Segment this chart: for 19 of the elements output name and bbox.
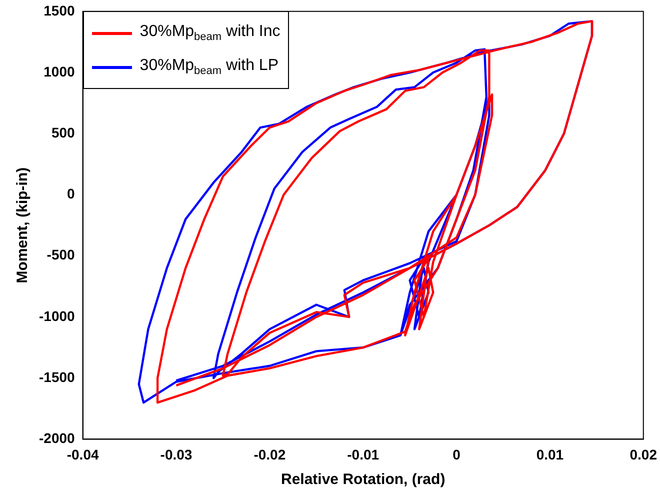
x-tick-label: 0 [452, 446, 461, 462]
y-tick-label: -1500 [38, 368, 76, 385]
y-axis-title: Moment, (kip-in) [14, 167, 32, 284]
x-tick-label: -0.01 [347, 446, 380, 462]
x-tick-label: 0.01 [536, 446, 564, 462]
x-tick-label: 0.02 [630, 446, 658, 462]
y-tick-label: 0 [67, 186, 76, 202]
legend-label: 30%Mp$_{beam}$ with LP [140, 57, 278, 78]
x-tick-label: -0.03 [160, 446, 192, 462]
legend-label: 30%Mp$_{beam}$ with Inc [140, 23, 280, 44]
x-tick-label: -0.02 [254, 446, 286, 462]
y-tick-label: -2000 [38, 430, 76, 446]
y-tick-label: -1000 [38, 308, 76, 324]
x-tick-label: -0.04 [66, 446, 99, 462]
x-axis-title: Relative Rotation, (rad) [281, 471, 446, 488]
y-tick-label: 1000 [44, 63, 76, 80]
y-tick-label: -500 [46, 246, 76, 263]
y-tick-label: 500 [51, 124, 76, 140]
y-tick-label: 1500 [44, 2, 76, 18]
